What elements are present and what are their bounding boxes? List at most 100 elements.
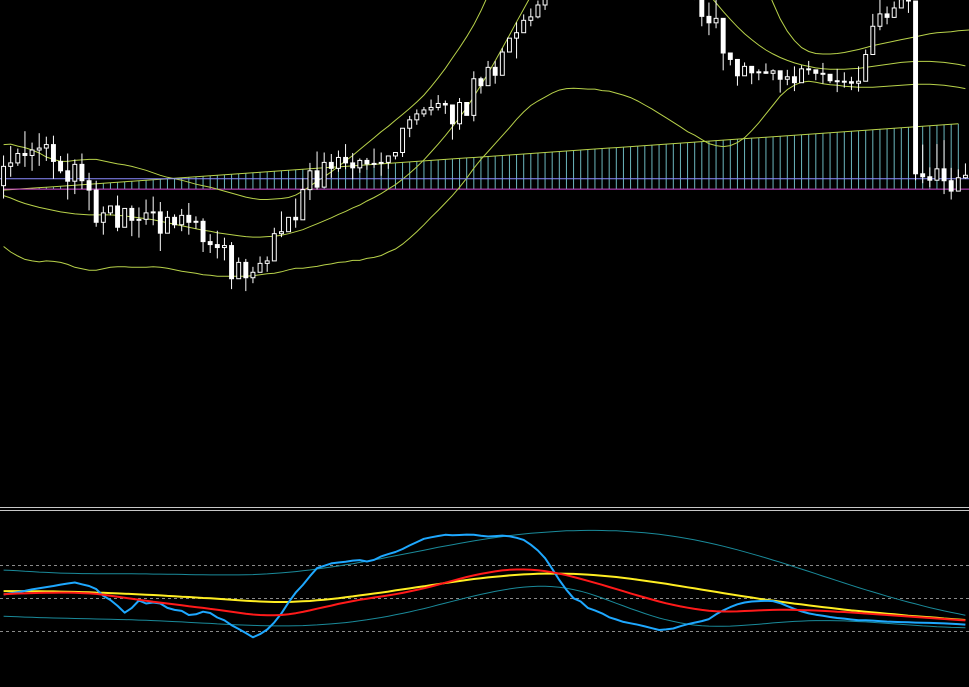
candle-body — [50, 144, 56, 162]
candle-body — [913, 0, 919, 175]
candle — [877, 0, 883, 31]
candle — [122, 207, 128, 228]
candle-body — [706, 15, 712, 24]
candle-body — [506, 37, 512, 53]
candle — [457, 98, 463, 130]
candle-body — [813, 69, 819, 74]
candle — [806, 60, 812, 75]
candle — [449, 104, 455, 140]
candle — [29, 142, 35, 171]
candle-body — [777, 70, 783, 80]
candle-body — [962, 174, 968, 179]
candle-body — [414, 113, 420, 121]
candle — [321, 152, 327, 188]
candle — [492, 60, 498, 84]
candle-body — [435, 102, 441, 108]
candle-body — [129, 207, 135, 221]
candle-body — [100, 212, 106, 223]
candle — [528, 8, 534, 27]
candle-body — [699, 0, 705, 17]
candle — [927, 167, 933, 188]
candle — [763, 63, 769, 74]
candle-body — [898, 0, 904, 9]
pane-separator — [0, 510, 969, 511]
candle — [236, 257, 242, 280]
candle — [79, 153, 85, 190]
ichimoku-cloud — [3, 123, 969, 191]
candle — [150, 196, 156, 226]
candle-body — [328, 161, 334, 169]
candle-body — [22, 152, 28, 156]
candle — [713, 0, 719, 29]
candle-body — [136, 218, 142, 221]
bollinger-upper — [3, 0, 969, 200]
candle — [8, 146, 14, 177]
candle-body — [229, 245, 235, 280]
candle-body — [421, 109, 427, 115]
oscillator-signal-line — [3, 568, 966, 622]
candle-body — [343, 156, 349, 164]
candle — [891, 1, 897, 18]
candle — [115, 195, 121, 232]
candle-body — [264, 260, 270, 264]
candle — [905, 0, 911, 13]
candle-body — [350, 162, 356, 169]
bollinger-bands — [3, 0, 969, 277]
candle-body — [870, 25, 876, 55]
candle-body — [407, 119, 413, 129]
candle-body — [442, 102, 448, 106]
candle-body — [720, 17, 726, 54]
oscillator-upper-band — [3, 529, 966, 616]
candle — [521, 14, 527, 34]
candle-body — [371, 162, 377, 165]
candle — [107, 205, 113, 216]
candle-body — [521, 19, 527, 34]
candle — [834, 68, 840, 93]
candle — [913, 0, 919, 181]
candle — [699, 0, 705, 27]
candle — [157, 202, 163, 252]
candle-body — [143, 212, 149, 220]
candle-body — [834, 80, 840, 83]
candle-body — [321, 161, 327, 188]
candle — [542, 0, 548, 10]
candle-body — [742, 65, 748, 77]
price-pane[interactable] — [0, 0, 969, 507]
oscillator-pane[interactable] — [0, 510, 969, 687]
candle-body — [300, 189, 306, 221]
candle-body — [841, 80, 847, 83]
candle-body — [428, 106, 434, 111]
candle-body — [86, 180, 92, 191]
candle-body — [250, 271, 256, 279]
candle — [870, 13, 876, 55]
candle-body — [214, 244, 220, 249]
candle-body — [449, 104, 455, 125]
candle — [65, 153, 71, 200]
oscillator-lines — [3, 529, 966, 639]
candle — [464, 102, 470, 116]
candle — [271, 227, 277, 262]
candle — [293, 198, 299, 228]
candle — [100, 206, 106, 235]
candle-body — [713, 17, 719, 24]
candles — [1, 0, 968, 292]
candle-body — [820, 72, 826, 75]
candle-body — [58, 160, 64, 172]
candle — [734, 58, 740, 86]
candle — [286, 216, 292, 233]
candle — [414, 109, 420, 125]
candle-body — [207, 241, 213, 246]
candle — [841, 72, 847, 88]
candle-body — [107, 205, 113, 214]
candle — [243, 258, 249, 292]
candle — [186, 202, 192, 235]
candle — [791, 66, 797, 92]
candle-body — [65, 170, 71, 182]
candle — [335, 150, 341, 172]
oscillator-levels — [0, 565, 969, 632]
candle — [727, 52, 733, 66]
candle — [428, 99, 434, 116]
candle-body — [172, 216, 178, 226]
candle-body — [236, 261, 242, 280]
